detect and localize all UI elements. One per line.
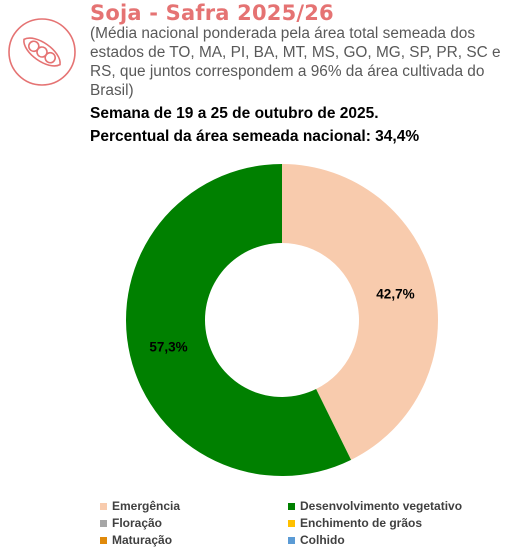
- donut-slice-0: [282, 164, 438, 460]
- legend-label: Emergência: [112, 499, 181, 513]
- legend-label: Floração: [112, 516, 163, 530]
- data-label-1: 57,3%: [149, 339, 187, 354]
- logo-circle: [8, 18, 76, 86]
- legend-swatch: [288, 519, 295, 527]
- legend-item-enchimento-de-graos: Enchimento de grãos: [288, 515, 518, 531]
- legend-swatch: [100, 536, 107, 544]
- legend-item-desenvolvimento-vegetativo: Desenvolvimento vegetativo: [288, 498, 518, 514]
- legend-swatch: [100, 502, 107, 510]
- legend-label: Enchimento de grãos: [300, 516, 423, 530]
- donut-slices: [126, 164, 438, 477]
- legend-item-floracao: Floração: [100, 515, 288, 531]
- data-label-0: 42,7%: [376, 287, 414, 302]
- chart-legend: Emergência Desenvolvimento vegetativo Fl…: [100, 498, 520, 548]
- logo: [8, 18, 76, 86]
- soybean-pod-icon: [23, 37, 61, 67]
- week-label: Semana de 19 a 25 de outubro de 2025.: [90, 105, 379, 122]
- legend-item-maturacao: Maturação: [100, 532, 288, 548]
- legend-swatch: [288, 536, 295, 544]
- donut-slice-1: [126, 164, 352, 477]
- legend-swatch: [288, 502, 295, 510]
- legend-label: Maturação: [112, 533, 173, 547]
- legend-label: Colhido: [300, 533, 345, 547]
- page-title: Soja - Safra 2025/26: [90, 1, 334, 25]
- legend-swatch: [100, 519, 107, 527]
- legend-item-emergencia: Emergência: [100, 498, 288, 514]
- legend-label: Desenvolvimento vegetativo: [300, 499, 463, 513]
- page-subtitle: (Média nacional ponderada pela área tota…: [90, 25, 501, 99]
- legend-item-colhido: Colhido: [288, 532, 518, 548]
- donut-data-labels: 42,7% 57,3%: [149, 287, 414, 355]
- sown-percentage: Percentual da área semeada nacional: 34,…: [90, 128, 420, 145]
